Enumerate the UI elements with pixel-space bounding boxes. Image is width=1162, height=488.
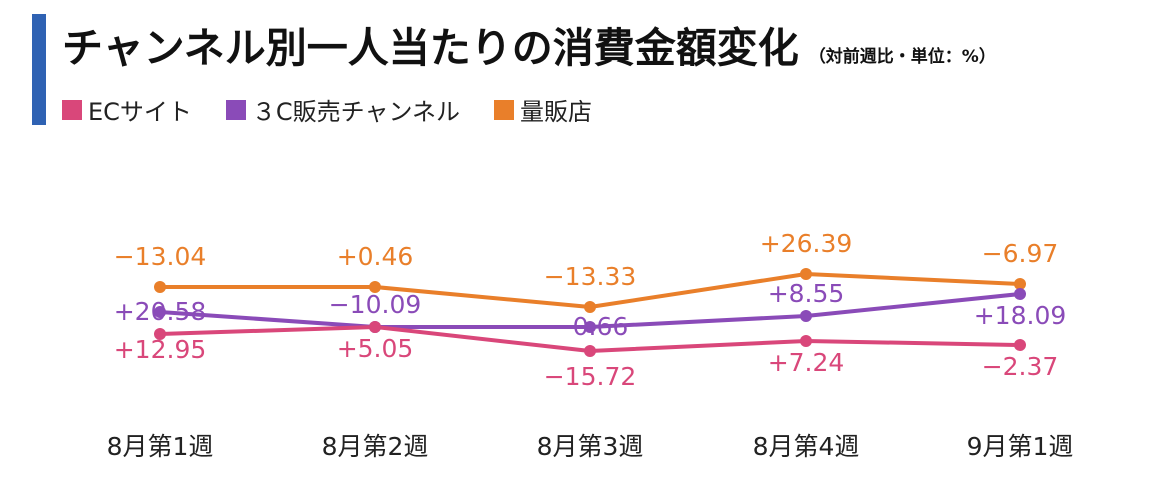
x-tick-label-4: 9月第1週 xyxy=(967,432,1074,461)
data-point-s0-p1 xyxy=(369,321,381,333)
data-label-s2-p4: −6.97 xyxy=(982,239,1059,268)
x-tick-label-3: 8月第4週 xyxy=(753,432,860,461)
data-label-s0-p2: −15.72 xyxy=(544,362,637,391)
data-point-s2-p0 xyxy=(154,281,166,293)
data-point-s0-p4 xyxy=(1014,339,1026,351)
data-label-s2-p0: −13.04 xyxy=(114,242,207,271)
data-label-s0-p4: −2.37 xyxy=(982,352,1059,381)
data-point-s0-p0 xyxy=(154,328,166,340)
legend-swatch-ec xyxy=(62,99,82,120)
data-point-s2-p2 xyxy=(584,301,596,313)
legend-label-3c: ３C販売チャンネル xyxy=(251,98,460,126)
data-label-s2-p1: +0.46 xyxy=(337,242,414,271)
data-label-s1-p3: +8.55 xyxy=(768,279,845,308)
chart-title: チャンネル別一人当たりの消費金額変化 （対前週比・単位：%） xyxy=(62,14,996,74)
data-label-s1-p0: +20.58 xyxy=(114,297,207,326)
legend-item-mass-retail: 量販店 xyxy=(493,92,592,127)
chart-legend: ECサイト ３C販売チャンネル 量販店 xyxy=(62,92,592,127)
data-label-s1-p2: −0.66 xyxy=(552,312,629,341)
title-accent-bar xyxy=(32,14,46,125)
x-tick-label-1: 8月第2週 xyxy=(322,432,429,461)
data-point-s2-p3 xyxy=(800,268,812,280)
legend-item-ec: ECサイト xyxy=(62,92,192,127)
data-label-s2-p3: +26.39 xyxy=(760,229,853,258)
data-point-s1-p3 xyxy=(800,310,812,322)
data-point-s1-p4 xyxy=(1014,288,1026,300)
data-label-s1-p4: +18.09 xyxy=(974,301,1067,330)
chart-title-text: チャンネル別一人当たりの消費金額変化 xyxy=(62,24,799,72)
data-label-s0-p0: +12.95 xyxy=(114,335,207,364)
legend-label-ec: ECサイト xyxy=(88,98,192,126)
legend-swatch-mass-retail xyxy=(493,99,514,120)
data-point-s0-p3 xyxy=(800,335,812,347)
data-point-s0-p2 xyxy=(584,345,596,357)
data-label-s0-p1: +5.05 xyxy=(337,334,414,363)
legend-swatch-3c xyxy=(225,99,246,120)
data-point-s2-p1 xyxy=(369,281,381,293)
data-point-s1-p0 xyxy=(154,306,166,318)
data-label-s1-p1: −10.09 xyxy=(329,290,422,319)
x-tick-label-0: 8月第1週 xyxy=(107,432,214,461)
chart-subtitle: （対前週比・単位：%） xyxy=(808,47,996,67)
legend-label-mass-retail: 量販店 xyxy=(519,98,592,126)
legend-item-3c: ３C販売チャンネル xyxy=(225,92,460,127)
x-tick-label-2: 8月第3週 xyxy=(537,432,644,461)
data-point-s2-p4 xyxy=(1014,278,1026,290)
data-point-s1-p2 xyxy=(584,321,596,333)
data-label-s2-p2: −13.33 xyxy=(544,262,637,291)
data-label-s0-p3: +7.24 xyxy=(768,348,845,377)
